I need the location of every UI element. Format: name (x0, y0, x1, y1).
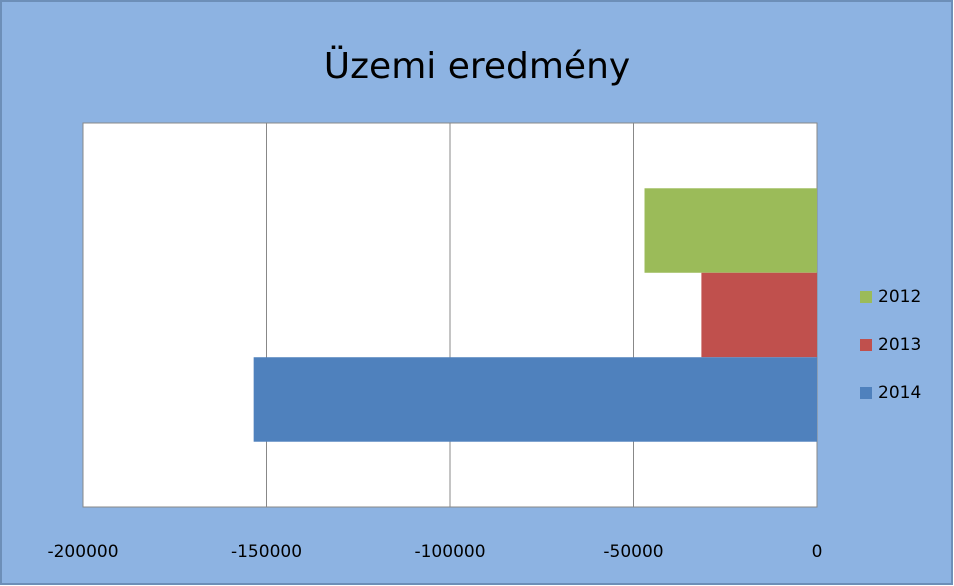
legend-label: 2013 (878, 335, 921, 355)
x-tick-label: 0 (812, 542, 823, 562)
legend-swatch (860, 291, 872, 303)
legend-label: 2012 (878, 287, 921, 307)
x-tick-label: -150000 (231, 542, 302, 562)
x-tick-label: -100000 (414, 542, 485, 562)
x-tick-label: -50000 (603, 542, 663, 562)
legend-swatch (860, 387, 872, 399)
bar (253, 357, 817, 442)
legend-swatch (860, 339, 872, 351)
legend-label: 2014 (878, 383, 921, 403)
chart-title: Üzemi eredmény (324, 45, 630, 87)
bar (644, 188, 817, 273)
bar (701, 272, 817, 358)
x-tick-label: -200000 (47, 542, 118, 562)
